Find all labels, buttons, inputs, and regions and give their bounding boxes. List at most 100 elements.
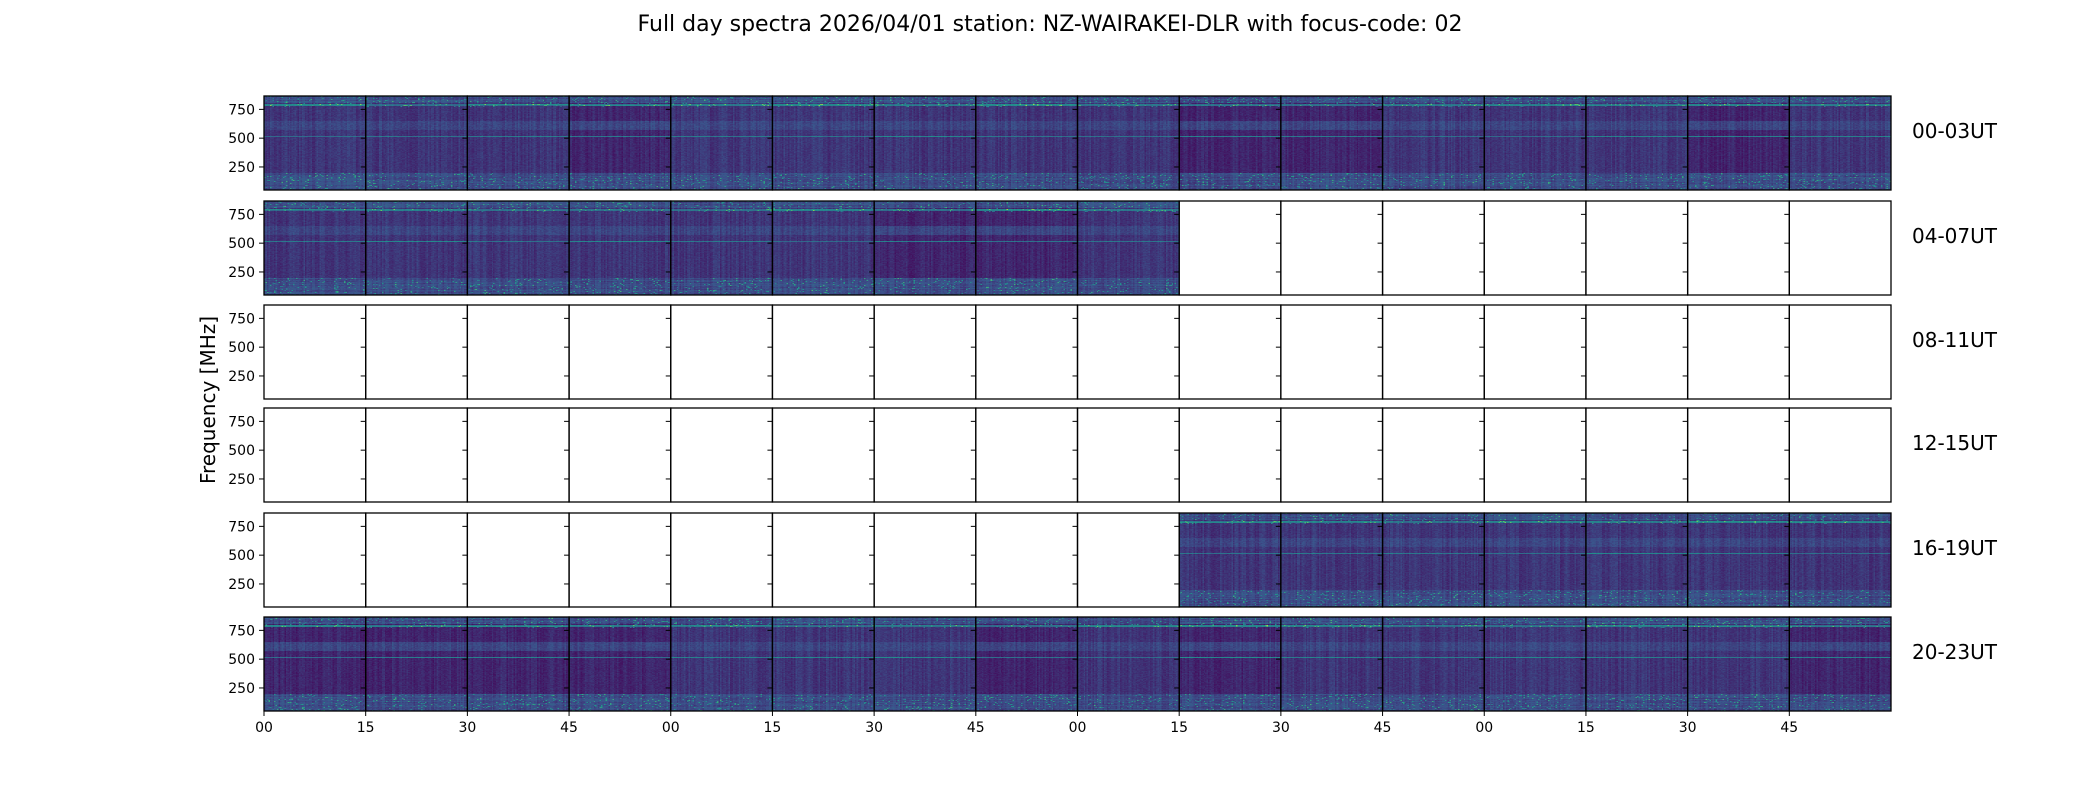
spectrogram-panel-04-07UT-7 [975,201,1078,295]
spectrogram-panel-20-23UT-13 [1585,617,1688,711]
panel-frame [263,616,367,712]
row-label: 04-07UT [1912,224,1998,248]
panel-frame [1381,95,1485,191]
spectrogram-panel-20-23UT-9 [1179,617,1281,711]
x-tick-label: 00 [255,720,273,736]
panel-frame [1788,304,1892,400]
spectrogram-panel-16-19UT-12 [1484,513,1586,607]
panel-frame [1585,200,1689,296]
panel-frame [1788,95,1892,191]
spectrogram-panel-00-03UT-13 [1585,96,1688,190]
x-tick-label: 15 [764,720,782,736]
spectrogram-panel-20-23UT-15 [1789,617,1891,711]
panel-frame [466,407,570,503]
panel-frame [771,95,875,191]
panel-frame [771,512,875,608]
y-tick-label: 750 [228,414,255,430]
y-tick-label: 500 [228,236,255,252]
spectrogram-panel-04-07UT-2 [467,201,570,295]
panel-frame [873,304,977,400]
panel-frame [670,304,774,400]
spectrogram-panel-04-07UT-0 [264,201,366,295]
panel-frame [365,95,469,191]
spectrogram-panel-04-07UT-3 [569,201,671,295]
y-tick-label: 250 [228,577,255,593]
x-tick-label: 15 [1170,720,1188,736]
spectrogram-panel-04-07UT-6 [874,201,976,295]
panel-frame [670,200,774,296]
panel-frame [1788,200,1892,296]
x-tick-label: 30 [1272,720,1290,736]
panel-frame [1686,304,1790,400]
panel-frame [263,95,367,191]
panel-frame [1585,95,1689,191]
panel-frame [670,407,774,503]
spectrogram-panel-20-23UT-4 [670,617,773,711]
panel-frame [1686,95,1790,191]
panel-frame [1381,407,1485,503]
panel-frame [670,616,774,712]
y-tick-label: 250 [228,369,255,385]
y-tick-label: 500 [228,548,255,564]
x-tick-label: 30 [1679,720,1697,736]
panel-frame [365,512,469,608]
y-tick-label: 750 [228,311,255,327]
panel-frame [568,200,672,296]
spectrogram-panel-00-03UT-10 [1280,96,1383,190]
panel-frame [1788,512,1892,608]
panel-frame [365,304,469,400]
panel-frame [771,616,875,712]
panel-frame [975,407,1079,503]
panel-frame [365,616,469,712]
row-label: 20-23UT [1912,640,1998,664]
chart-title: Full day spectra 2026/04/01 station: NZ-… [637,12,1463,37]
spectrogram-panel-20-23UT-11 [1382,617,1485,711]
spectrogram-panel-00-03UT-14 [1687,96,1790,190]
panel-frame [1076,616,1180,712]
spectrogram-panel-00-03UT-6 [874,96,976,190]
panel-frame [1076,304,1180,400]
panel-frame [263,200,367,296]
panel-frame [466,616,570,712]
spectrogram-panel-00-03UT-5 [772,96,875,190]
panel-frame [1585,407,1689,503]
panel-frame [1280,407,1384,503]
y-tick-label: 250 [228,265,255,281]
panel-frame [1280,512,1384,608]
panel-frame [670,512,774,608]
panel-frame [1178,95,1282,191]
panel-frame [975,95,1079,191]
panel-frame [568,95,672,191]
spectrogram-panel-20-23UT-7 [975,617,1078,711]
panel-frame [568,616,672,712]
spectrogram-panel-00-03UT-15 [1789,96,1891,190]
spectrogram-panel-20-23UT-12 [1484,617,1586,711]
y-tick-label: 500 [228,340,255,356]
spectrogram-panel-00-03UT-2 [467,96,570,190]
spectrogram-panel-00-03UT-8 [1077,96,1180,190]
spectrogram-panel-16-19UT-13 [1585,513,1688,607]
spectrogram-panel-16-19UT-10 [1280,513,1383,607]
row-label: 00-03UT [1912,119,1998,143]
panel-frame [466,200,570,296]
panel-frame [466,304,570,400]
panel-frame [1381,512,1485,608]
panel-frame [670,95,774,191]
y-tick-label: 750 [228,102,255,118]
panel-frame [1788,616,1892,712]
y-tick-label: 250 [228,681,255,697]
panel-frame [771,407,875,503]
y-tick-label: 500 [228,443,255,459]
spectrogram-panel-20-23UT-14 [1687,617,1790,711]
panel-frame [1280,200,1384,296]
panel-frame [1280,616,1384,712]
x-tick-label: 45 [1780,720,1798,736]
x-tick-label: 00 [1475,720,1493,736]
row-label: 12-15UT [1912,431,1998,455]
spectrogram-panel-20-23UT-2 [467,617,570,711]
panel-frame [1686,512,1790,608]
panel-frame [1178,407,1282,503]
panel-frame [1483,407,1587,503]
panel-frame [1585,304,1689,400]
